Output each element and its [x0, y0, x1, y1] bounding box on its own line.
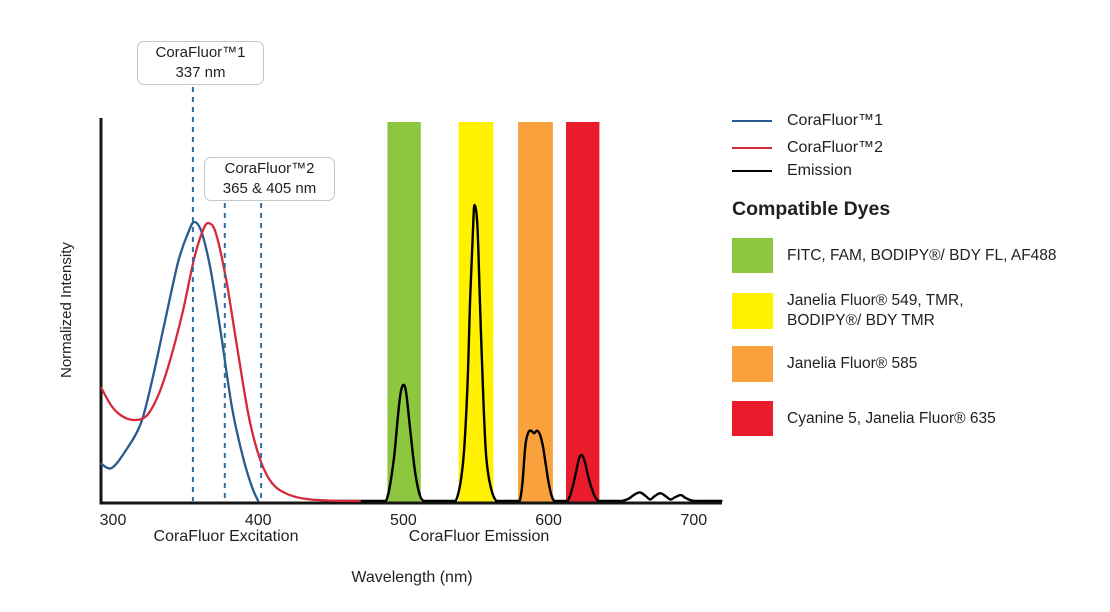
callout-corafluor1-title: CoraFluor™1 [155, 43, 246, 61]
x-tick-label: 600 [535, 512, 562, 529]
dye-label: Janelia Fluor® 549, TMR, BODIPY®/ BDY TM… [787, 292, 964, 329]
emission-section-label: CoraFluor Emission [408, 528, 550, 545]
legend-item-corafluor1: CoraFluor™1 [732, 110, 1104, 132]
green-filter-swatch [732, 238, 773, 273]
dye-row-green: FITC, FAM, BODIPY®/ BDY FL, AF488 [732, 238, 1104, 273]
compatible-dyes-heading: Compatible Dyes [732, 198, 891, 220]
x-tick-label: 300 [100, 512, 127, 529]
x-tick-label: 400 [245, 512, 272, 529]
dye-row-orange: Janelia Fluor® 585 [732, 346, 1104, 382]
legend-item-corafluor2: CoraFluor™2 [732, 137, 1104, 159]
dye-label: FITC, FAM, BODIPY®/ BDY FL, AF488 [787, 246, 1057, 264]
dye-label: Cyanine 5, Janelia Fluor® 635 [787, 409, 996, 427]
emission-line-swatch [732, 170, 772, 172]
x-tick-label: 700 [680, 512, 707, 529]
x-tick-label: 500 [390, 512, 417, 529]
dye-row-yellow: Janelia Fluor® 549, TMR, BODIPY®/ BDY TM… [732, 291, 1104, 331]
callout-corafluor2-value: 365 & 405 nm [222, 180, 317, 197]
callout-corafluor2: CoraFluor™2 365 & 405 nm [204, 157, 335, 201]
dye-row-red: Cyanine 5, Janelia Fluor® 635 [732, 401, 1104, 436]
legend-panel: CoraFluor™1 CoraFluor™2 Emission Compati… [732, 110, 1104, 436]
y-axis-label: Normalized Intensity [58, 242, 75, 378]
callout-corafluor1-value: 337 nm [175, 64, 226, 81]
callout-corafluor1: CoraFluor™1 337 nm [137, 41, 264, 85]
excitation-section-label: CoraFluor Excitation [153, 528, 299, 545]
legend-label: Emission [787, 162, 852, 179]
corafluor1-line-swatch [732, 120, 772, 122]
legend-label: CoraFluor™1 [787, 112, 884, 129]
legend-item-emission: Emission [732, 160, 1104, 182]
red-filter-swatch [732, 401, 773, 436]
yellow-filter-swatch [732, 293, 773, 329]
callout-corafluor2-title: CoraFluor™2 [224, 159, 315, 177]
orange-filter-swatch [732, 346, 773, 382]
legend-label: CoraFluor™2 [787, 139, 884, 156]
x-axis-label: Wavelength (nm) [351, 569, 473, 586]
corafluor2-line-swatch [732, 147, 772, 149]
spectra-chart: 300 400 500 600 700 [99, 87, 723, 529]
dye-label: Janelia Fluor® 585 [787, 355, 918, 372]
